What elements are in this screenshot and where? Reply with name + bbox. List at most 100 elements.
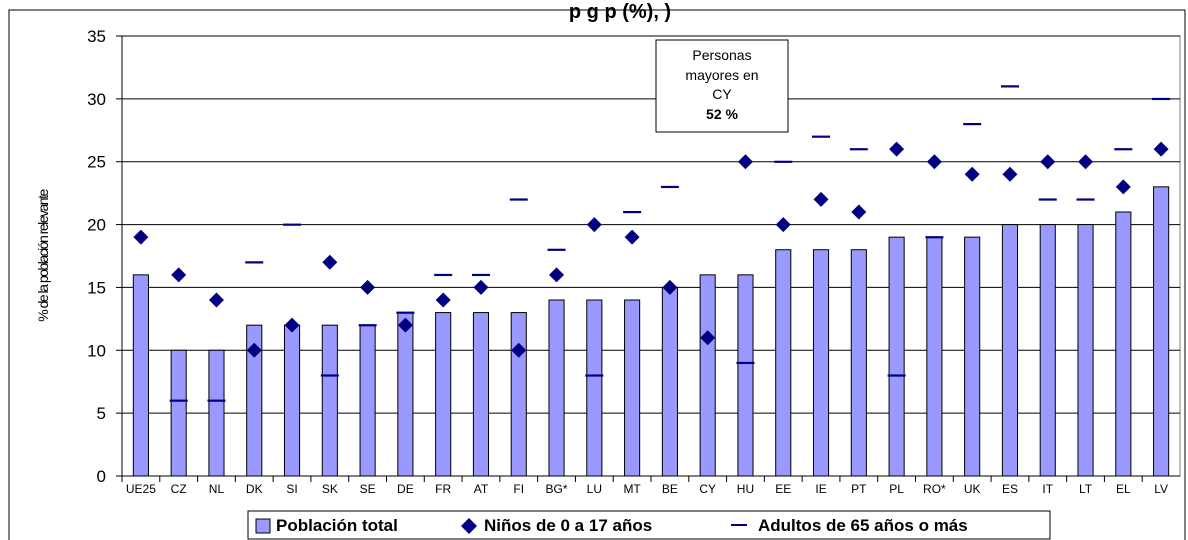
diamond-marker — [360, 279, 376, 295]
bar — [737, 274, 754, 477]
dash-marker — [623, 211, 642, 214]
annotation-line4: 52 % — [706, 106, 738, 122]
chart-outer-frame — [8, 9, 1186, 540]
x-axis-categories: UE25 CZ NL DK SI SK SE DE FR AT FI BG* LU MT BE CY HU EE I… — [121, 476, 1168, 496]
diamond-marker — [851, 204, 867, 220]
diamond-marker — [889, 141, 905, 157]
bar — [246, 324, 263, 477]
bar — [850, 249, 867, 477]
dash-marker — [1152, 97, 1171, 101]
bar — [888, 236, 905, 477]
x-category-label: RO* — [923, 482, 946, 496]
diamond-marker — [549, 267, 565, 283]
bar — [1077, 224, 1094, 477]
dash-marker — [887, 374, 906, 377]
x-category-label: SK — [322, 482, 338, 496]
x-category-label: CY — [699, 482, 716, 496]
bar — [1115, 211, 1132, 477]
diamond-marker — [171, 267, 187, 283]
dash-marker — [660, 185, 679, 189]
diamond-marker — [397, 317, 413, 333]
diamond-marker — [473, 279, 489, 295]
diamond-marker — [964, 166, 980, 182]
x-category-label: BE — [662, 482, 678, 496]
dash-marker — [774, 160, 793, 163]
x-category-label: BG* — [546, 482, 568, 496]
legend-label-poblacion-total: Población total — [276, 516, 398, 535]
y-tick-label: 35 — [87, 27, 106, 46]
diamond-marker — [1115, 179, 1131, 195]
x-category-label: PL — [889, 482, 904, 496]
dash-marker — [169, 399, 188, 402]
diamond-marker — [662, 279, 678, 295]
bar — [1039, 224, 1056, 477]
bar — [926, 236, 943, 477]
x-category-label: CZ — [171, 482, 187, 496]
dash-marker — [849, 148, 868, 151]
diamond-marker — [1040, 154, 1056, 170]
x-category-label: LU — [587, 482, 602, 496]
markers-adultos-65 — [169, 85, 1171, 402]
diamond-marker — [1078, 154, 1094, 170]
x-category-label: AT — [474, 482, 489, 496]
bar — [397, 312, 414, 477]
x-category-label: ES — [1002, 482, 1018, 496]
bar — [1153, 186, 1170, 477]
bar — [435, 312, 452, 477]
dash-marker — [358, 324, 377, 327]
dash-marker — [963, 123, 982, 126]
x-category-label: SE — [360, 482, 376, 496]
diamond-marker — [926, 154, 942, 170]
x-category-label: EE — [775, 482, 791, 496]
diamond-marker — [624, 229, 640, 245]
x-category-label: LV — [1154, 482, 1168, 496]
diamond-marker — [133, 229, 149, 245]
legend-swatch-ninos — [461, 518, 477, 534]
x-category-label: MT — [623, 482, 641, 496]
bar — [661, 286, 678, 477]
y-tick-label: 10 — [87, 341, 106, 360]
x-category-label: EL — [1116, 482, 1131, 496]
y-tick-label: 30 — [87, 90, 106, 109]
annotation-line2: mayores en — [685, 67, 758, 83]
x-category-label: FI — [513, 482, 524, 496]
y-tick-label: 15 — [87, 278, 106, 297]
x-category-label: PT — [851, 482, 867, 496]
bar — [208, 349, 225, 477]
y-axis-label: % de la población relevante — [35, 189, 51, 322]
legend-label-adultos: Adultos de 65 años o más — [758, 516, 968, 535]
dash-marker — [207, 399, 226, 402]
bar — [699, 274, 716, 477]
chart-title: p g p (%), ) — [569, 1, 671, 23]
dash-marker — [1000, 85, 1019, 88]
x-category-label: NL — [209, 482, 225, 496]
x-category-label: SI — [286, 482, 297, 496]
diamond-marker — [737, 154, 753, 170]
bar — [321, 324, 338, 477]
x-category-label: DK — [246, 482, 263, 496]
x-category-label: UE25 — [126, 482, 156, 496]
y-tick-label: 25 — [87, 153, 106, 172]
bar — [964, 236, 981, 477]
dash-marker — [812, 135, 831, 138]
dash-marker — [736, 361, 755, 365]
annotation-line3: CY — [712, 86, 732, 102]
legend-label-ninos: Niños de 0 a 17 años — [484, 516, 652, 535]
x-category-label: IE — [815, 482, 826, 496]
plot-area — [121, 35, 1181, 477]
bar — [586, 299, 603, 477]
y-tick-label: 5 — [97, 404, 106, 423]
bars-poblacion-total — [132, 186, 1170, 477]
diamond-marker — [1153, 141, 1169, 157]
diamond-marker — [435, 292, 451, 308]
dash-marker — [925, 236, 944, 239]
diamond-marker — [208, 292, 224, 308]
bar — [359, 324, 376, 477]
diamond-marker — [511, 342, 527, 358]
bar — [283, 324, 301, 477]
x-category-label: HU — [737, 482, 754, 496]
dash-marker — [320, 374, 339, 377]
annotation-box: Personas mayores en CY 52 % — [655, 39, 789, 133]
diamond-marker — [322, 254, 338, 270]
dash-marker — [1038, 198, 1057, 201]
